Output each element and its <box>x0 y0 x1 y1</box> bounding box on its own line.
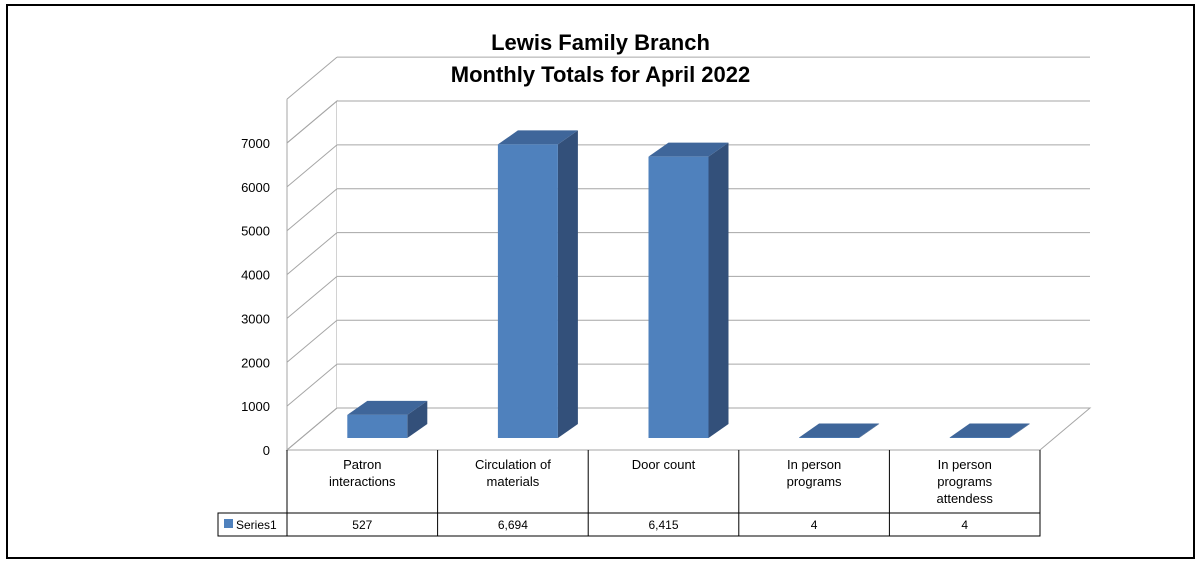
category-label: interactions <box>329 474 396 489</box>
bar-side <box>557 130 578 438</box>
bar-side <box>407 400 428 438</box>
bars-layer <box>347 130 1030 438</box>
y-tick-label: 4000 <box>241 268 270 283</box>
legend-swatch <box>224 519 233 528</box>
bar-top <box>497 130 578 145</box>
bar <box>949 437 1010 438</box>
data-value-label: 6,694 <box>498 518 528 532</box>
bar-side <box>1009 423 1030 438</box>
bar <box>347 414 408 438</box>
category-label: programs <box>937 474 992 489</box>
gridline <box>286 144 1090 188</box>
y-tick-label: 0 <box>263 443 270 458</box>
table-value-row <box>217 512 1041 537</box>
gridline <box>286 275 1090 319</box>
category-label: Patron <box>343 457 381 472</box>
data-value-label: 527 <box>352 518 372 532</box>
y-tick-label: 1000 <box>241 399 270 414</box>
data-value-label: 4 <box>811 518 818 532</box>
bar-top <box>799 423 880 438</box>
bar <box>497 144 558 438</box>
gridline <box>286 100 1090 144</box>
bar-top <box>949 423 1030 438</box>
y-tick-label: 2000 <box>241 355 270 370</box>
category-label: attendess <box>937 491 994 506</box>
data-table: Series1 Patron interactions 527 Circulation … <box>217 450 1041 537</box>
category-label: In person <box>787 457 841 472</box>
category-label: materials <box>487 474 540 489</box>
bar <box>648 156 709 438</box>
category-label: Circulation of <box>475 457 551 472</box>
bar-side <box>859 423 880 438</box>
gridline <box>286 188 1090 232</box>
bar-side <box>708 142 729 438</box>
chart-title-line-1: Lewis Family Branch <box>491 30 710 55</box>
gridline <box>286 319 1090 363</box>
data-value-label: 4 <box>961 518 968 532</box>
bar-top <box>648 142 729 157</box>
gridline <box>286 407 1090 451</box>
gridline <box>286 232 1090 275</box>
y-tick-label: 5000 <box>241 224 270 239</box>
bar-top <box>347 400 428 415</box>
y-tick-label: 7000 <box>241 136 270 151</box>
gridline <box>286 363 1090 407</box>
side-wall <box>286 99 338 452</box>
axis-layer: 0 1000 2000 3000 4000 5000 6000 7000 <box>241 136 270 458</box>
data-value-label: 6,415 <box>648 518 678 532</box>
legend-series-name: Series1 <box>236 518 277 532</box>
chart-title-line-2: Monthly Totals for April 2022 <box>450 62 751 87</box>
category-label: Door count <box>632 457 696 472</box>
bar <box>799 437 860 438</box>
gridline <box>286 56 338 100</box>
category-label: In person <box>938 457 992 472</box>
y-tick-label: 6000 <box>241 180 270 195</box>
category-label: programs <box>787 474 842 489</box>
y-tick-label: 3000 <box>241 311 270 326</box>
